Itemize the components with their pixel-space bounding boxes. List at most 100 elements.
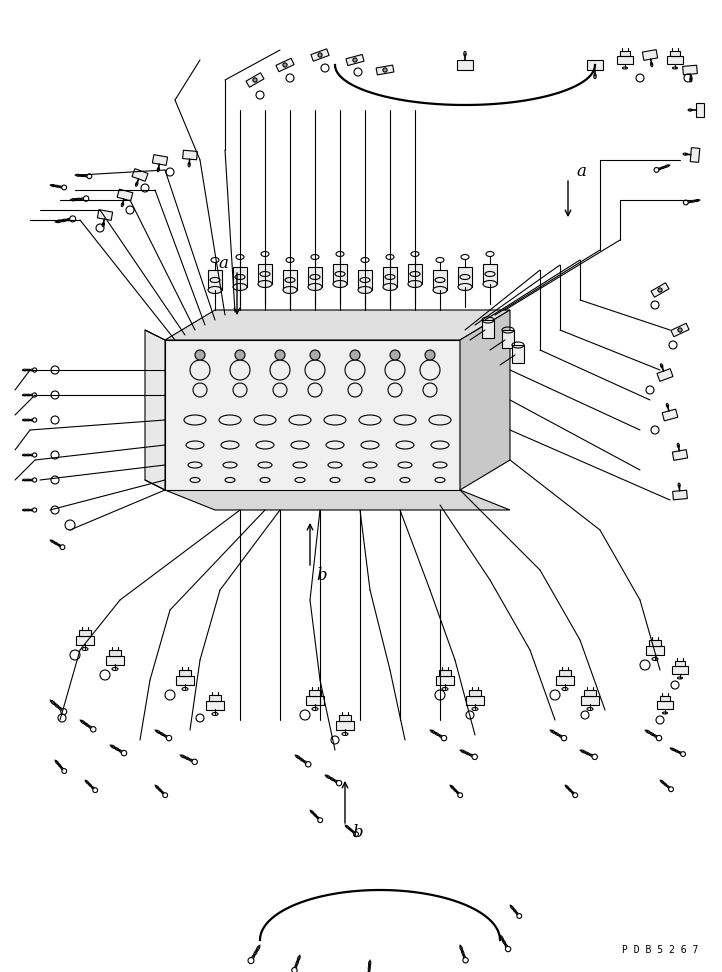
Ellipse shape [248,957,254,963]
Ellipse shape [486,252,494,257]
Ellipse shape [283,287,297,294]
Bar [79,630,91,636]
Ellipse shape [354,832,358,837]
Ellipse shape [408,281,422,288]
Ellipse shape [32,453,37,457]
Ellipse shape [483,281,497,288]
Ellipse shape [261,252,269,257]
Polygon shape [97,210,113,221]
Ellipse shape [318,817,323,822]
Ellipse shape [336,781,342,785]
Ellipse shape [236,255,244,260]
Ellipse shape [461,255,469,260]
Bar [483,264,497,284]
Polygon shape [246,73,264,87]
Polygon shape [651,283,669,297]
Bar [581,696,599,705]
Polygon shape [183,151,197,159]
Ellipse shape [60,544,65,549]
Ellipse shape [192,759,197,765]
Ellipse shape [233,284,247,291]
Polygon shape [662,409,678,421]
Bar [617,56,633,64]
Circle shape [195,350,205,360]
Ellipse shape [61,709,67,714]
Polygon shape [152,155,168,165]
Polygon shape [643,50,658,60]
Circle shape [235,350,245,360]
Ellipse shape [32,367,37,372]
Bar [675,661,685,666]
Bar [458,267,472,287]
Polygon shape [696,103,704,117]
Ellipse shape [561,736,567,741]
Bar [556,676,574,685]
Bar [76,636,94,645]
Text: a: a [218,255,228,271]
Circle shape [390,350,400,360]
Bar [433,270,447,290]
Bar [258,264,272,284]
Ellipse shape [436,258,444,262]
Polygon shape [165,340,460,490]
Ellipse shape [592,754,597,759]
Ellipse shape [211,258,219,262]
Bar [383,267,397,287]
Text: P D B 5 2 6 7: P D B 5 2 6 7 [622,945,698,955]
Ellipse shape [93,787,97,792]
Bar [106,656,124,665]
Ellipse shape [433,287,447,294]
Bar [667,56,683,64]
Ellipse shape [162,793,168,798]
Text: b: b [352,823,362,841]
Circle shape [253,78,257,82]
Ellipse shape [311,255,319,260]
Polygon shape [460,310,510,490]
Text: b: b [316,567,326,583]
Bar [584,690,596,696]
Bar [469,690,481,696]
Bar [436,676,454,685]
Ellipse shape [656,736,662,741]
Ellipse shape [32,478,37,482]
Text: a: a [576,162,586,180]
Circle shape [383,68,387,72]
Bar [502,330,514,348]
Ellipse shape [286,258,294,262]
Circle shape [275,350,285,360]
Ellipse shape [258,281,272,288]
Ellipse shape [505,947,510,952]
Polygon shape [657,368,673,381]
Circle shape [350,350,360,360]
Ellipse shape [411,252,419,257]
Bar [482,320,494,338]
Bar [672,666,688,674]
Polygon shape [587,60,603,70]
Bar [670,51,680,56]
Bar [176,676,194,685]
Ellipse shape [681,751,685,756]
Ellipse shape [654,167,659,172]
Circle shape [353,58,357,62]
Ellipse shape [32,418,37,422]
Bar [512,345,524,363]
Ellipse shape [90,727,96,732]
Polygon shape [132,169,148,182]
Bar [620,51,630,56]
Polygon shape [683,65,697,75]
Circle shape [318,52,322,57]
Polygon shape [346,54,364,65]
Ellipse shape [573,793,578,798]
Ellipse shape [458,793,463,798]
Ellipse shape [32,508,37,512]
Ellipse shape [472,754,477,759]
Bar [206,701,224,710]
Ellipse shape [441,736,447,741]
Circle shape [310,350,320,360]
Bar [408,264,422,284]
Ellipse shape [87,174,92,179]
Polygon shape [672,450,687,461]
Ellipse shape [166,736,172,741]
Bar [309,690,321,696]
Bar [660,696,670,701]
